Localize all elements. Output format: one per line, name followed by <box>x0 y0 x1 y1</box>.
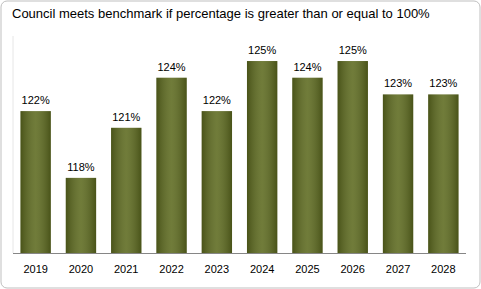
data-label: 125% <box>248 44 276 56</box>
bar <box>20 111 50 253</box>
bar-shading <box>338 61 368 253</box>
y-axis-line <box>13 36 14 253</box>
x-tick-label: 2025 <box>295 263 319 275</box>
x-tick-label: 2022 <box>159 263 183 275</box>
bar-shading <box>111 128 141 253</box>
bar-shading <box>156 78 186 253</box>
bar-shading <box>202 111 232 253</box>
bar-shading <box>20 111 50 253</box>
chart-border <box>1 1 480 288</box>
bar-shading <box>383 94 413 253</box>
x-tick-label: 2021 <box>114 263 138 275</box>
bar <box>428 94 458 253</box>
bar-group <box>247 61 277 253</box>
bar <box>292 78 322 253</box>
x-axis-line <box>13 253 466 254</box>
bar <box>111 128 141 253</box>
chart-container: Council meets benchmark if percentage is… <box>0 0 481 289</box>
bar-shading <box>428 94 458 253</box>
bar <box>156 78 186 253</box>
data-label: 123% <box>429 77 457 89</box>
bar-group <box>428 94 458 253</box>
bar <box>247 61 277 253</box>
bar-shading <box>247 61 277 253</box>
bar-shading <box>66 178 96 253</box>
bar-group <box>202 111 232 253</box>
data-label: 122% <box>22 94 50 106</box>
bar-group <box>338 61 368 253</box>
chart: Council meets benchmark if percentage is… <box>0 0 481 289</box>
x-tick-label: 2023 <box>205 263 229 275</box>
bar-group <box>383 94 413 253</box>
bar <box>383 94 413 253</box>
bar-shading <box>292 78 322 253</box>
bar-group <box>66 178 96 253</box>
data-label: 124% <box>157 61 185 73</box>
bar <box>202 111 232 253</box>
bar-group <box>111 128 141 253</box>
data-label: 124% <box>293 61 321 73</box>
x-tick-label: 2026 <box>341 263 365 275</box>
x-tick-label: 2024 <box>250 263 274 275</box>
data-label: 125% <box>339 44 367 56</box>
x-tick-label: 2020 <box>69 263 93 275</box>
data-label: 123% <box>384 77 412 89</box>
data-label: 122% <box>203 94 231 106</box>
bars <box>20 61 458 253</box>
x-tick-label: 2027 <box>386 263 410 275</box>
bar <box>338 61 368 253</box>
x-tick-label: 2028 <box>431 263 455 275</box>
bar-group <box>292 78 322 253</box>
bar-group <box>20 111 50 253</box>
data-label: 118% <box>67 161 95 173</box>
data-label: 121% <box>112 111 140 123</box>
x-tick-label: 2019 <box>23 263 47 275</box>
chart-title: Council meets benchmark if percentage is… <box>12 6 430 21</box>
bar <box>66 178 96 253</box>
bar-group <box>156 78 186 253</box>
